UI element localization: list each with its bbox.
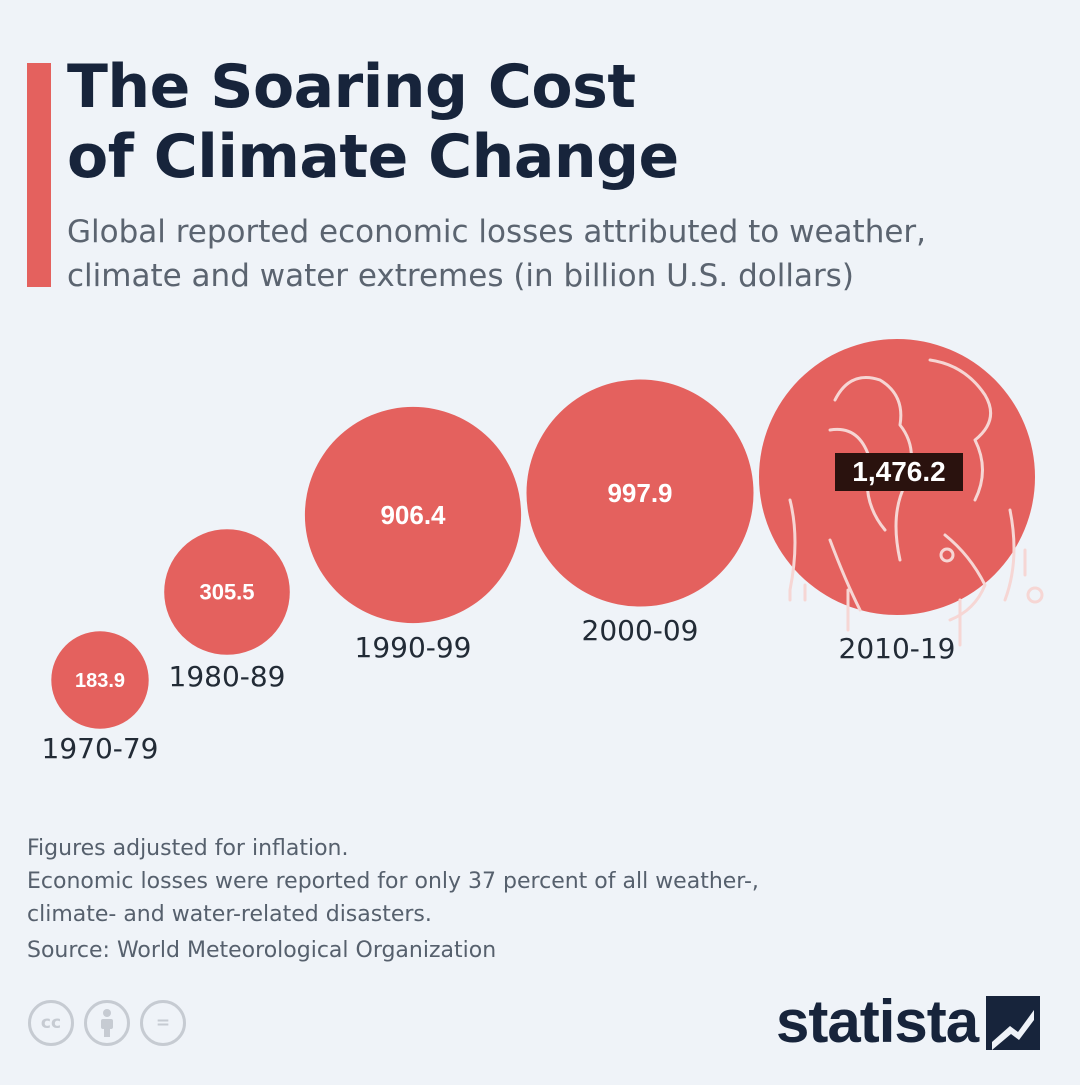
footnote-coverage: Economic losses were reported for only 3… — [27, 869, 759, 927]
bubble-1980-89 — [164, 529, 290, 655]
highlight-value-box — [835, 453, 963, 491]
footnote-inflation: Figures adjusted for inflation. — [27, 836, 349, 861]
no-derivatives-icon: = — [140, 1000, 186, 1046]
brand-name: statista — [776, 988, 979, 1055]
value-label: 183.9 — [75, 670, 125, 692]
license-icons: cc = — [28, 1000, 186, 1046]
bubble-chart: 183.9 1970-79 305.5 1980-89 906.4 1990-99 997.… — [42, 339, 1044, 765]
category-label: 1970-79 — [42, 732, 159, 765]
footnotes: Figures adjusted for inflation. Economic… — [27, 832, 787, 967]
attribution-icon — [84, 1000, 130, 1046]
category-label: 1980-89 — [169, 660, 286, 693]
chart-subtitle: Global reported economic losses attribut… — [67, 214, 927, 294]
bubble-2000-09 — [526, 379, 754, 607]
accent-bar — [27, 63, 51, 287]
melting-globe-icon — [788, 358, 1044, 647]
value-label: 997.9 — [607, 478, 672, 508]
category-label: 2010-19 — [839, 632, 956, 665]
category-label: 2000-09 — [582, 614, 699, 647]
value-label: 305.5 — [199, 580, 254, 605]
category-label: 1990-99 — [355, 631, 472, 664]
source-text: Source: World Meteorological Organizatio… — [27, 938, 497, 963]
bubble-1990-99 — [304, 406, 522, 624]
value-label: 1,476.2 — [852, 456, 945, 487]
statista-logo: statista — [776, 988, 1041, 1055]
bubble-1970-79 — [51, 631, 149, 729]
cc-icon: cc — [28, 1000, 74, 1046]
chart-title: The Soaring Cost of Climate Change — [67, 52, 679, 192]
value-label: 906.4 — [380, 500, 446, 530]
statista-mark-icon — [986, 996, 1041, 1050]
